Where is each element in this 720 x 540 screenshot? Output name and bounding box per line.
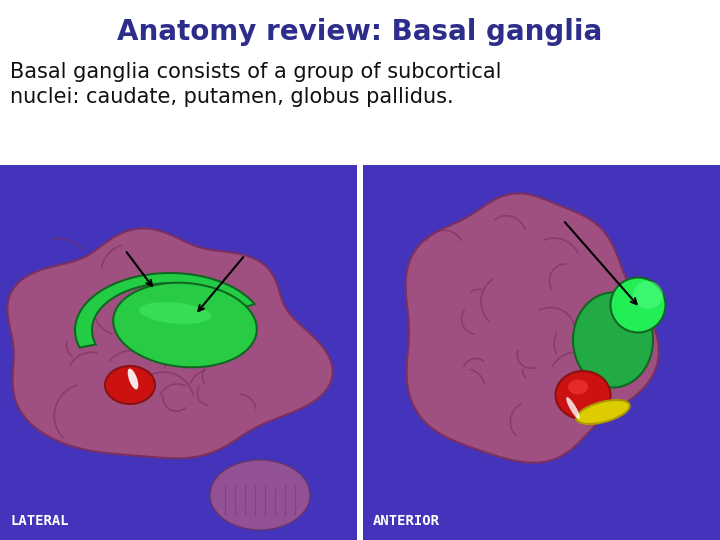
Ellipse shape bbox=[556, 371, 611, 419]
Text: Basal ganglia consists of a group of subcortical: Basal ganglia consists of a group of sub… bbox=[10, 62, 502, 82]
Ellipse shape bbox=[568, 380, 588, 395]
Ellipse shape bbox=[573, 293, 653, 388]
Bar bbox=[357, 165, 363, 540]
Ellipse shape bbox=[113, 283, 257, 367]
Ellipse shape bbox=[139, 302, 211, 324]
Ellipse shape bbox=[127, 369, 138, 389]
Ellipse shape bbox=[210, 460, 310, 530]
Ellipse shape bbox=[576, 400, 630, 424]
Text: Anatomy review: Basal ganglia: Anatomy review: Basal ganglia bbox=[117, 18, 603, 46]
Polygon shape bbox=[405, 193, 659, 463]
Bar bbox=[363, 165, 720, 540]
Ellipse shape bbox=[105, 366, 155, 404]
Ellipse shape bbox=[611, 278, 665, 333]
Polygon shape bbox=[75, 273, 255, 348]
Bar bbox=[0, 165, 357, 540]
Ellipse shape bbox=[566, 397, 580, 419]
Ellipse shape bbox=[633, 281, 663, 309]
Polygon shape bbox=[7, 228, 333, 458]
Text: nuclei: caudate, putamen, globus pallidus.: nuclei: caudate, putamen, globus pallidu… bbox=[10, 87, 454, 107]
Text: LATERAL: LATERAL bbox=[10, 514, 68, 528]
Text: ANTERIOR: ANTERIOR bbox=[373, 514, 440, 528]
